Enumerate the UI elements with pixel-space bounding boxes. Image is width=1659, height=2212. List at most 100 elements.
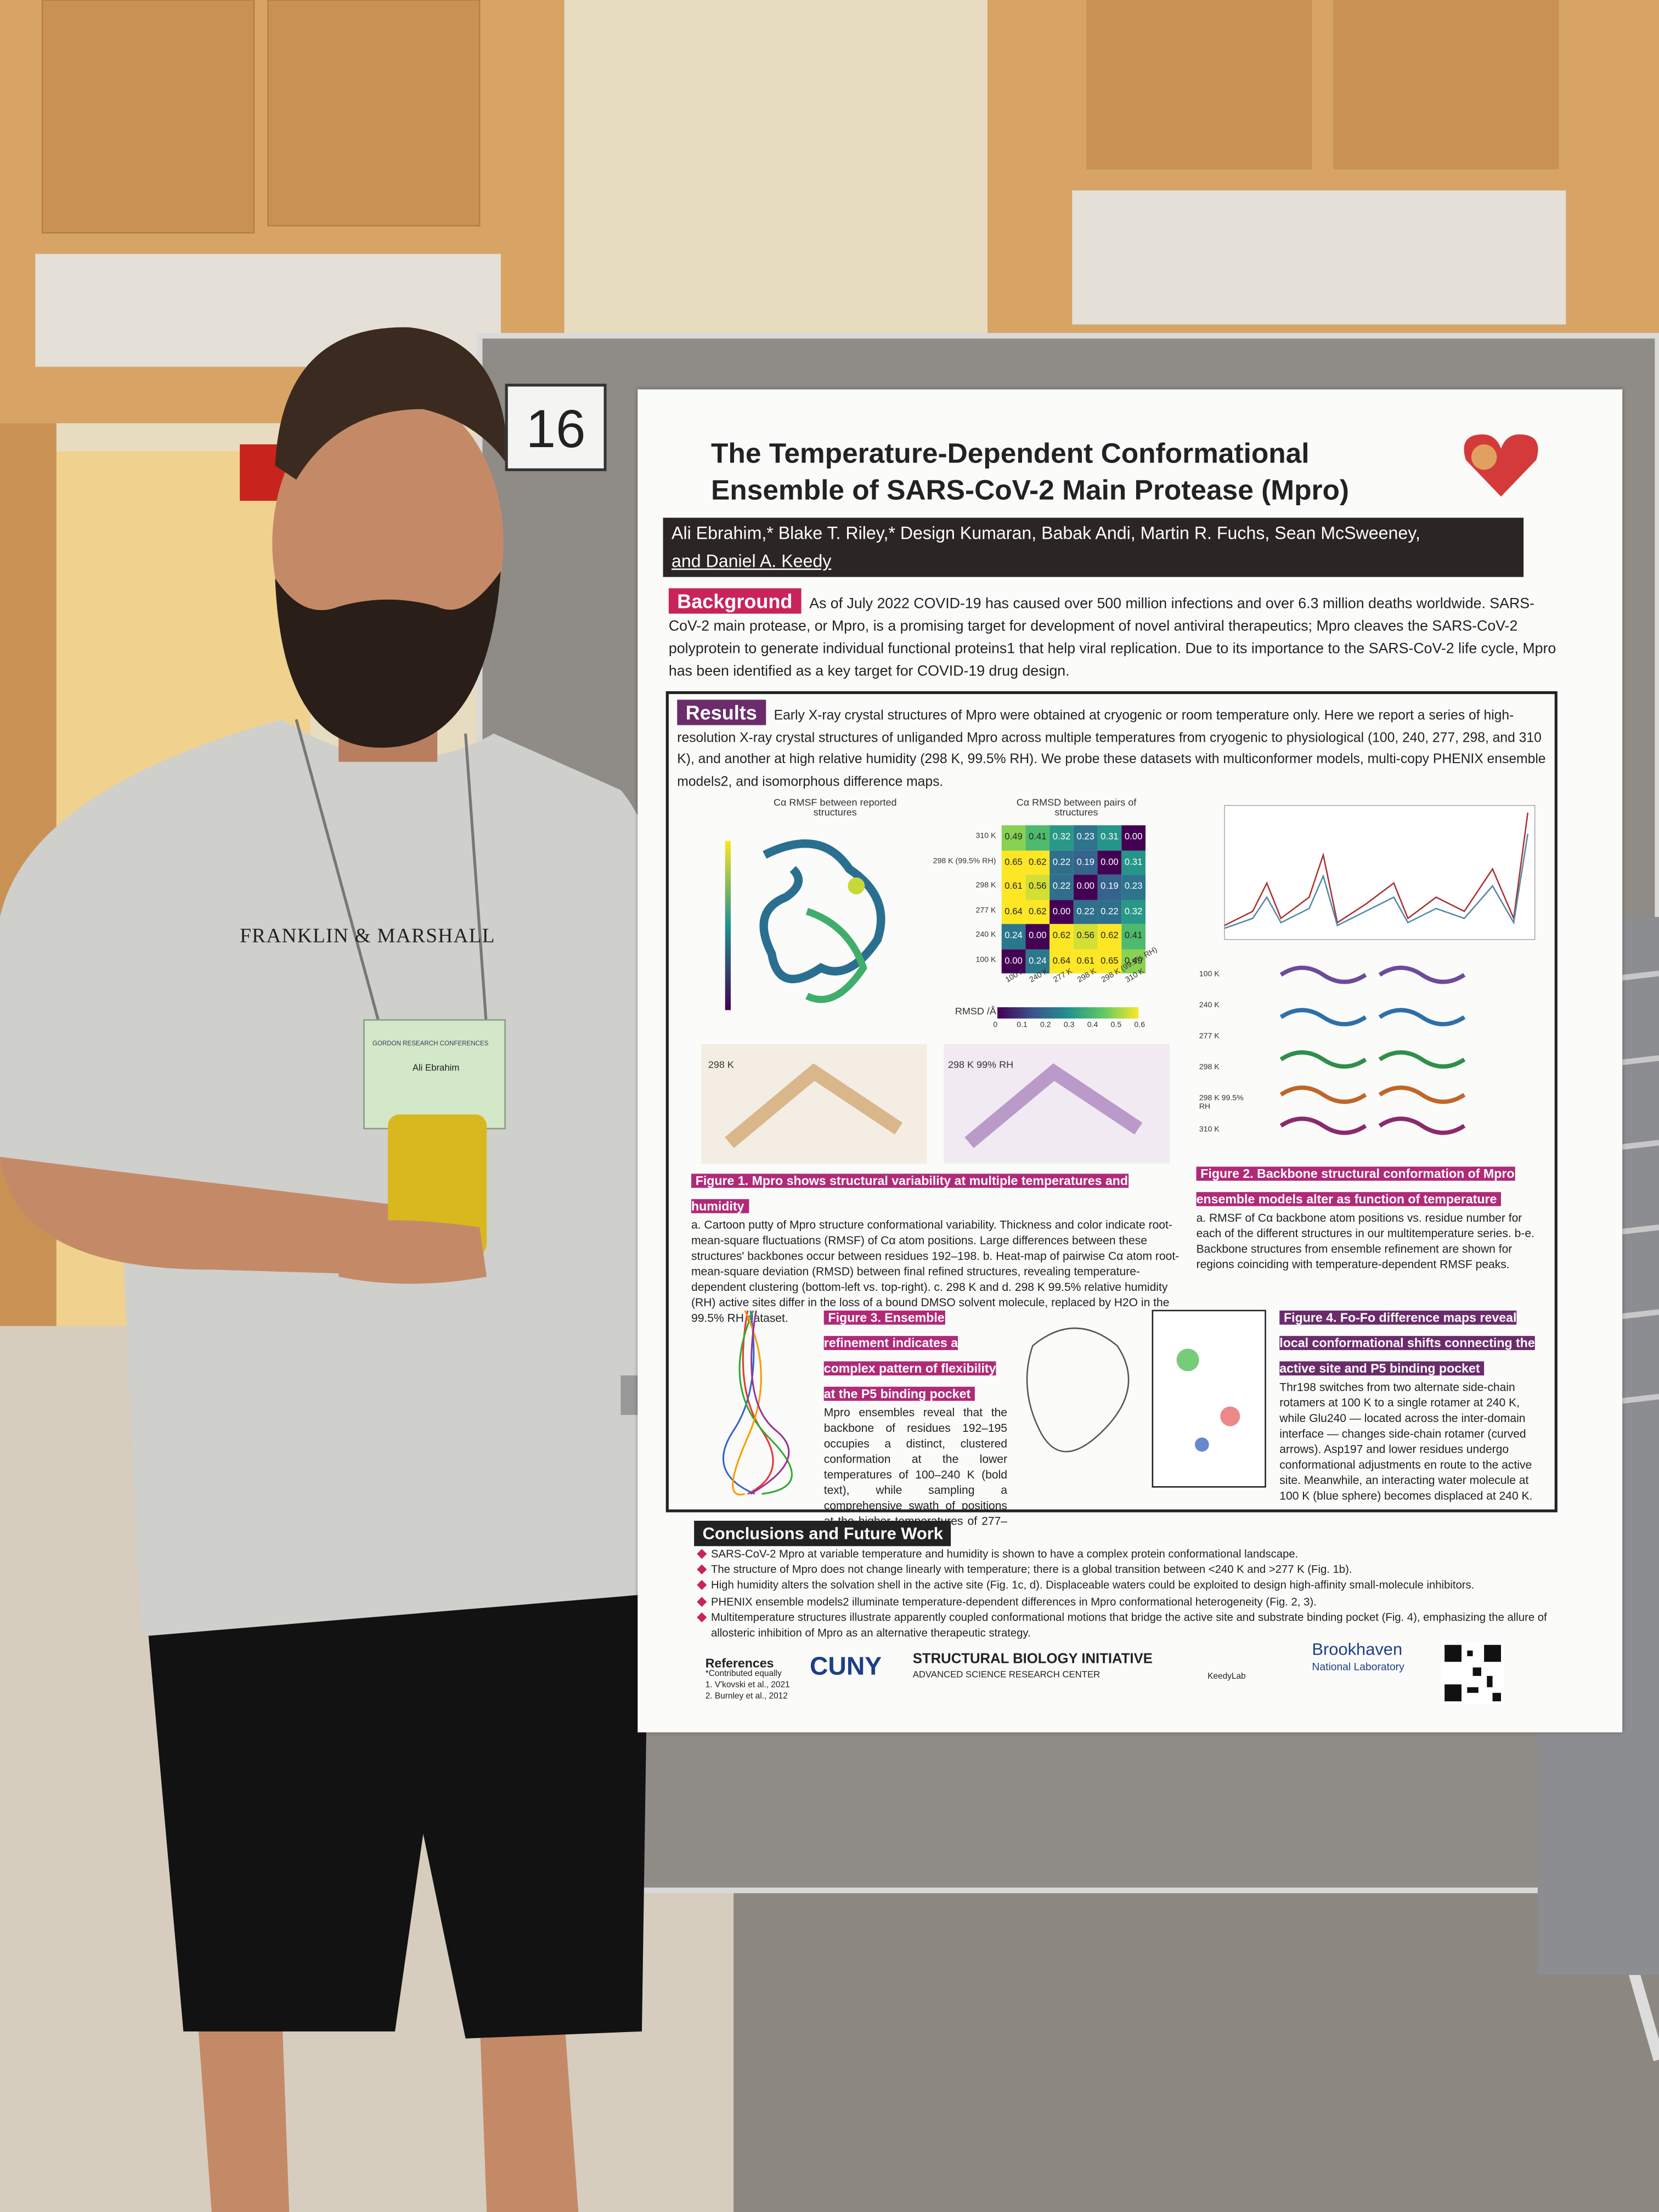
heatmap-cell: 0.56 <box>1025 874 1050 900</box>
conclusions: Conclusions and Future Work SARS-CoV-2 Mp… <box>694 1521 1555 1641</box>
panel-label: 298 K <box>708 1060 734 1071</box>
section-text: As of July 2022 COVID-19 has caused over… <box>668 596 1556 680</box>
heatmap-cell: 0.24 <box>1001 924 1026 949</box>
heatmap-cell: 0.64 <box>1049 949 1074 974</box>
colorbar-label: RMSD /Å <box>955 1007 996 1017</box>
results-box <box>665 691 1558 1513</box>
reference-item: 1. V'kovski et al., 2021 <box>705 1681 790 1690</box>
figure-caption: Figure 3. Ensemble refinement indicates … <box>823 1304 1007 1545</box>
heatmap-cell: 0.22 <box>1049 850 1074 875</box>
conclusion-item: Multitemperature structures illustrate a… <box>711 1610 1555 1641</box>
heatmap-cell: 0.61 <box>1001 874 1026 900</box>
shirt-text: FRANKLIN & MARSHALL <box>240 925 495 948</box>
heatmap-cell: 0.49 <box>1001 825 1026 850</box>
section-heading: Results <box>677 699 766 725</box>
heatmap-cell: 0.32 <box>1121 899 1146 924</box>
colorbar-tick-label: 0.4 <box>1087 1021 1098 1030</box>
conclusion-item: High humidity alters the solvation shell… <box>711 1578 1555 1594</box>
logo: CUNY <box>810 1652 882 1680</box>
colorbar: 0 0.1 0.2 0.3 0.4 0.5 0.6 <box>993 1007 1145 1039</box>
caption-title: Figure 3. Ensemble refinement indicates … <box>823 1310 996 1401</box>
badge-org: GORDON RESEARCH CONFERENCES <box>372 1040 489 1047</box>
poster-number: 16 <box>505 383 607 471</box>
caption-title: Figure 1. Mpro shows structural variabil… <box>691 1173 1128 1214</box>
caption-text: a. Cartoon putty of Mpro structure confo… <box>691 1218 1180 1325</box>
row-label: 310 K <box>975 832 996 841</box>
colorbar-tick-label: 0.2 <box>1040 1021 1051 1030</box>
caption-text: a. RMSF of Cα backbone atom positions vs… <box>1196 1211 1534 1271</box>
references: References *Contributed equally 1. V'kovsk… <box>706 1657 819 1702</box>
figure-caption: Figure 2. Backbone structural conformati… <box>1196 1160 1544 1273</box>
qr-code <box>1442 1642 1504 1705</box>
colorbar-tick-label: 0.3 <box>1063 1021 1075 1030</box>
heatmap-cell: 0.31 <box>1097 825 1122 850</box>
protein-icon <box>1464 434 1538 497</box>
heatmap-cell: 0.22 <box>1073 899 1098 924</box>
heatmap-cell: 0.24 <box>1025 949 1050 974</box>
title-line: Ensemble of SARS-CoV-2 Main Protease (Mp… <box>711 475 1350 507</box>
authors-line: Ali Ebrahim,* Blake T. Riley,* Design Ku… <box>672 523 1420 543</box>
colorbar-tick-label: 0.5 <box>1110 1021 1122 1030</box>
conclusion-item: SARS-CoV-2 Mpro at variable temperature … <box>711 1546 1555 1562</box>
row-label: 277 K <box>975 906 996 915</box>
panel-title: Cα RMSF between reported structures <box>774 798 897 819</box>
heatmap-cell: 0.00 <box>1121 825 1146 850</box>
logo: ADVANCED SCIENCE RESEARCH CENTER <box>912 1670 1101 1680</box>
section-heading: Conclusions and Future Work <box>694 1521 952 1547</box>
heatmap-cell: 0.00 <box>1073 874 1098 900</box>
colorbar-tick-label: 0 <box>993 1021 998 1030</box>
authors: Ali Ebrahim,* Blake T. Riley,* Design Ku… <box>663 517 1524 577</box>
row-label: 100 K <box>975 956 996 964</box>
heatmap-cell: 0.23 <box>1073 825 1098 850</box>
difference-map <box>1026 1310 1266 1488</box>
logo: National Laboratory <box>1312 1660 1404 1673</box>
badge-name: Ali Ebrahim <box>412 1063 460 1074</box>
caption-title: Figure 2. Backbone structural conformati… <box>1196 1166 1515 1206</box>
authors-line: and Daniel A. Keedy <box>672 551 832 572</box>
protein-cartoon <box>725 839 885 1011</box>
conclusion-list: SARS-CoV-2 Mpro at variable temperature … <box>694 1546 1555 1641</box>
row-label: 240 K <box>975 931 996 940</box>
heatmap-cell: 0.56 <box>1073 924 1098 949</box>
heatmap-cell: 0.49 <box>1121 949 1146 974</box>
heatmap-cell: 0.65 <box>1097 949 1122 974</box>
row-label: 277 K <box>1199 1032 1220 1041</box>
heatmap-cell: 0.62 <box>1025 850 1050 875</box>
poster: The Temperature-Dependent Conformational… <box>637 389 1623 1733</box>
conclusion-item: The structure of Mpro does not change li… <box>711 1562 1555 1578</box>
row-label: 298 K 99.5% RH <box>1199 1094 1244 1112</box>
heatmap-cell: 0.62 <box>1049 924 1074 949</box>
reference-item: *Contributed equally <box>705 1670 782 1679</box>
row-label: 310 K <box>1199 1126 1220 1135</box>
heatmap-cell: 0.00 <box>1049 899 1074 924</box>
row-label: 240 K <box>1199 1001 1220 1011</box>
colorbar-tick-label: 0.6 <box>1134 1021 1146 1030</box>
results-section: Results Early X-ray crystal structures of… <box>677 699 1546 793</box>
caption-title: Figure 4. Fo-Fo difference maps reveal l… <box>1279 1310 1535 1376</box>
heatmap-cell: 0.00 <box>1001 949 1026 974</box>
heatmap-cell: 0.61 <box>1073 949 1098 974</box>
caption-text: Thr198 switches from two alternate side-… <box>1279 1381 1533 1503</box>
colorbar-tick-label: 0.1 <box>1017 1021 1028 1030</box>
heatmap-cell: 0.41 <box>1121 924 1146 949</box>
references-heading: References <box>705 1656 774 1671</box>
row-label: 298 K <box>1199 1063 1220 1073</box>
logo: Brookhaven <box>1312 1639 1403 1659</box>
heatmap-cell: 0.19 <box>1097 874 1122 900</box>
heatmap-cell: 0.00 <box>1025 924 1050 949</box>
conclusion-item: PHENIX ensemble models2 illuminate tempe… <box>711 1594 1555 1610</box>
panel-label: 298 K 99% RH <box>948 1060 1014 1071</box>
heatmap-cell: 0.19 <box>1073 850 1098 875</box>
heatmap-cell: 0.22 <box>1049 874 1074 900</box>
heatmap-cell: 0.62 <box>1025 899 1050 924</box>
heatmap-cell: 0.65 <box>1001 850 1026 875</box>
panel-title: Cα RMSD between pairs of structures <box>1016 798 1137 819</box>
logo: STRUCTURAL BIOLOGY INITIATIVE <box>912 1652 1153 1668</box>
active-site-panels <box>701 1043 1170 1164</box>
heatmap-cell: 0.00 <box>1097 850 1122 875</box>
reference-item: 2. Burnley et al., 2012 <box>705 1692 788 1702</box>
row-label: 298 K (99.5% RH) <box>933 857 996 866</box>
heatmap-cell: 0.41 <box>1025 825 1050 850</box>
figure-caption: Figure 1. Mpro shows structural variabil… <box>691 1167 1185 1327</box>
